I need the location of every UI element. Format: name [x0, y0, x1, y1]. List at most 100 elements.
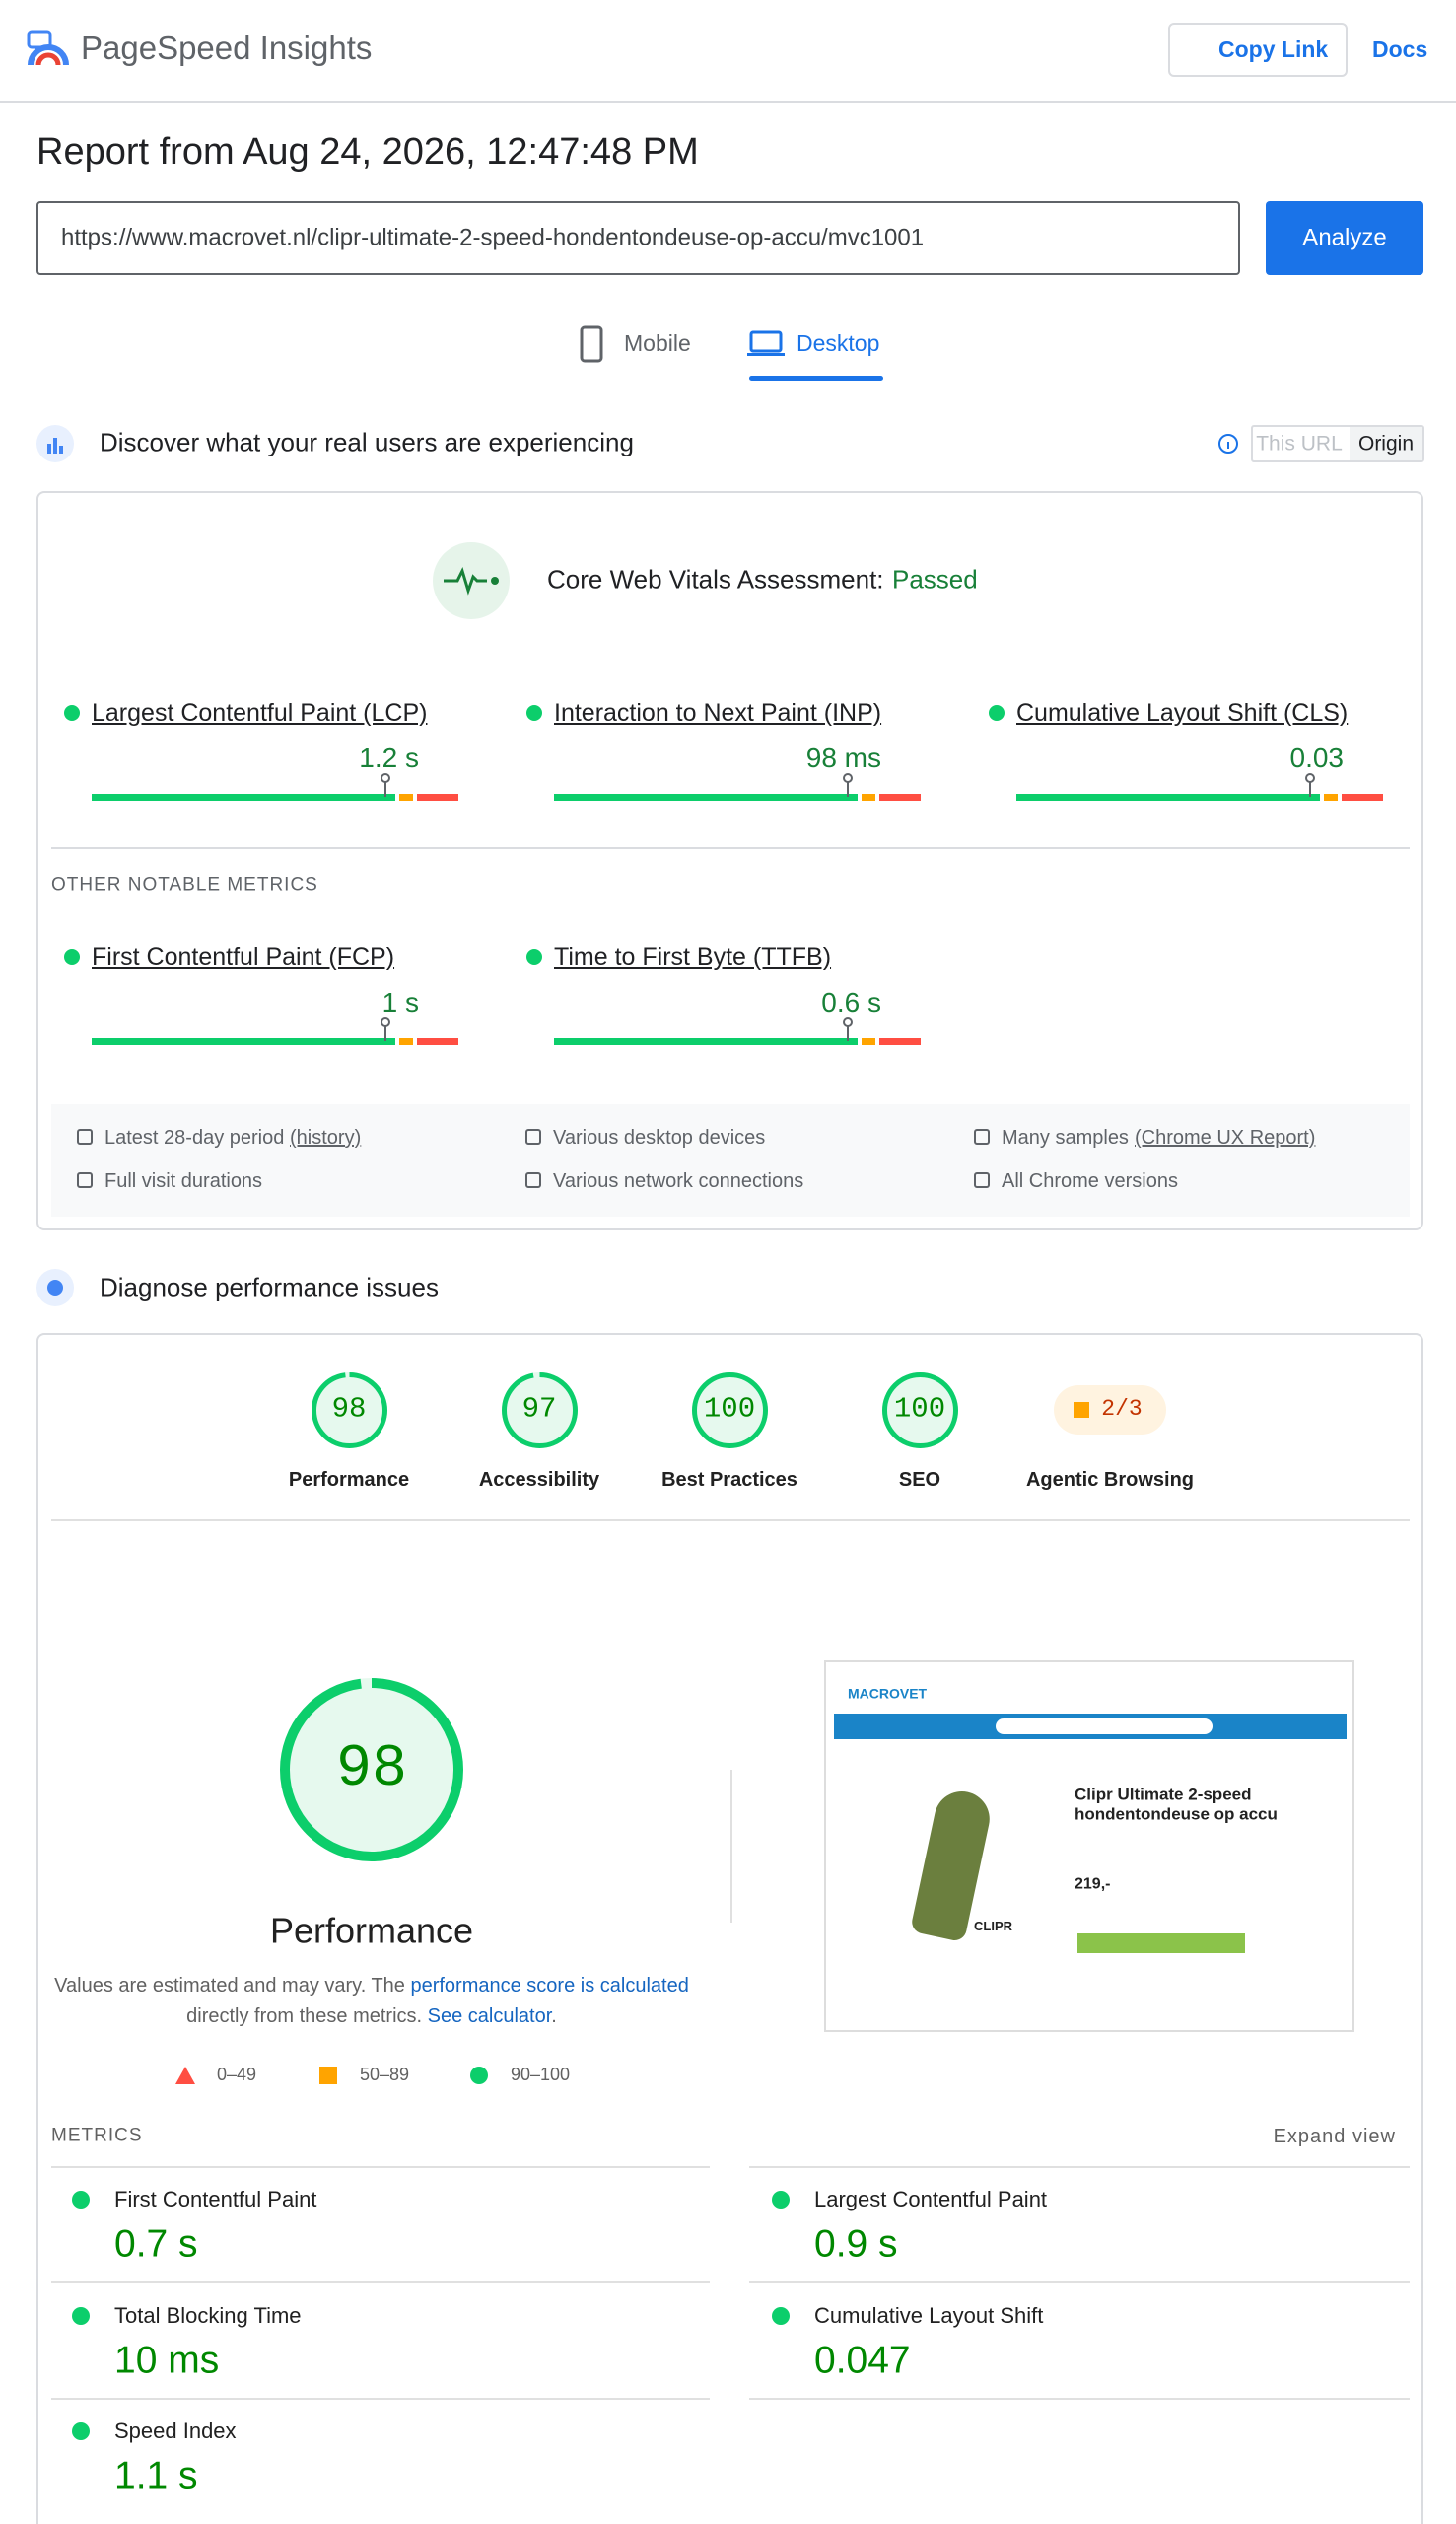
metric-name[interactable]: Cumulative Layout Shift (CLS) — [1016, 699, 1349, 727]
info-text: Many samples — [1002, 1127, 1129, 1149]
gauge — [691, 1371, 768, 1448]
category-label: Best Practices — [661, 1469, 797, 1491]
cart-button — [1077, 1933, 1245, 1953]
category-label: Accessibility — [478, 1469, 600, 1491]
performance-title: Performance — [269, 1910, 474, 1951]
metric-name[interactable]: Largest Contentful Paint (LCP) — [92, 699, 428, 727]
bar-mid — [1324, 794, 1338, 801]
note-line: directly from these metrics. See calcula… — [186, 2004, 557, 2028]
tab-underline — [749, 376, 883, 381]
bar-marker — [1309, 781, 1311, 797]
analyze-button[interactable] — [1266, 201, 1423, 275]
info-icon — [525, 1172, 541, 1188]
divider — [51, 2166, 710, 2168]
toggle-option[interactable]: This URL — [1256, 432, 1343, 456]
divider — [749, 2281, 1410, 2283]
url-text: https://www.macrovet.nl/clipr-ultimate-2… — [61, 224, 925, 251]
assessment-label: Core Web Vitals Assessment: — [547, 564, 884, 595]
metric-name: Speed Index — [114, 2418, 237, 2443]
bar-mid — [862, 794, 875, 801]
docs-link[interactable]: Docs — [1372, 36, 1428, 63]
gauge — [311, 1371, 387, 1448]
section-label: OTHER NOTABLE METRICS — [51, 875, 318, 896]
copy-link[interactable]: Copy Link — [1218, 36, 1329, 63]
logo — [27, 30, 69, 66]
metric-dot — [72, 2191, 90, 2208]
metric-dot — [72, 2306, 90, 2325]
mobile-icon — [580, 325, 603, 363]
bar-poor — [879, 1038, 921, 1045]
metric-name: Total Blocking Time — [114, 2302, 302, 2328]
metric-value: 0.03 — [1289, 742, 1345, 774]
header-divider — [0, 101, 1456, 103]
bar-marker — [847, 781, 849, 797]
url-input[interactable] — [36, 201, 1240, 275]
info-icon — [525, 1129, 541, 1145]
legend-average — [319, 2067, 337, 2084]
legend-pass — [470, 2067, 488, 2084]
divider — [730, 1770, 732, 1923]
bar-marker-dot — [843, 1017, 853, 1027]
toggle-option[interactable]: Origin — [1357, 432, 1415, 456]
info-text: Various network connections — [553, 1170, 804, 1192]
metric-dot — [526, 705, 542, 721]
analyze-label[interactable]: Analyze — [1302, 224, 1387, 251]
metric-value: 1.1 s — [114, 2454, 198, 2497]
info-text: All Chrome versions — [1002, 1170, 1178, 1192]
gauge-arc — [881, 1371, 958, 1448]
bar-marker-dot — [381, 773, 390, 783]
metric-value: 1 s — [381, 987, 419, 1018]
bar-poor — [417, 1038, 458, 1045]
metric-value: 10 ms — [114, 2339, 220, 2382]
metric-name[interactable]: First Contentful Paint (FCP) — [92, 944, 395, 971]
metrics-label: METRICS — [51, 2125, 143, 2146]
gauge-arc — [501, 1371, 578, 1448]
note-line: Values are estimated and may vary. The p… — [54, 1974, 689, 1998]
origin-selected — [1350, 427, 1422, 460]
site-search — [996, 1718, 1213, 1734]
site-brand: MACROVET — [848, 1685, 928, 1702]
category-label: SEO — [898, 1469, 941, 1491]
info-text: Various desktop devices — [553, 1127, 766, 1149]
gauge — [501, 1371, 578, 1448]
bar-good — [92, 794, 395, 801]
metric-name: Largest Contentful Paint — [814, 2186, 1048, 2211]
metric-value: 0.7 s — [114, 2222, 198, 2266]
note-text: directly from these metrics. — [186, 2005, 428, 2027]
metric-dot — [772, 2306, 790, 2325]
metric-dot — [526, 949, 542, 965]
divider — [51, 2281, 710, 2283]
tab[interactable]: Desktop — [797, 330, 880, 357]
divider — [51, 2398, 710, 2400]
cwv-icon — [433, 542, 510, 619]
bar-good — [554, 794, 858, 801]
field-icon — [36, 425, 74, 462]
info-icon — [974, 1129, 990, 1145]
info-link[interactable]: (Chrome UX Report) — [1135, 1127, 1316, 1149]
gauge-arc — [280, 1678, 463, 1861]
legend-label: 50–89 — [360, 2065, 410, 2085]
note-link[interactable]: performance score is calculated — [410, 1975, 689, 1997]
category-label: Agentic Browsing — [1025, 1469, 1195, 1491]
bar-mid — [399, 794, 413, 801]
info-box — [51, 1104, 1410, 1217]
legend-label: 90–100 — [511, 2065, 571, 2085]
metric-name[interactable]: Time to First Byte (TTFB) — [554, 944, 832, 971]
bar-mid — [862, 1038, 875, 1045]
url-origin-toggle[interactable] — [1251, 425, 1424, 462]
info-link[interactable]: (history) — [290, 1127, 362, 1149]
note-link[interactable]: See calculator — [427, 2005, 552, 2027]
metric-name[interactable]: Interaction to Next Paint (INP) — [554, 699, 882, 727]
info-icon — [974, 1172, 990, 1188]
expand-view[interactable]: Expand view — [1273, 2126, 1396, 2147]
category-label: Performance — [288, 1469, 410, 1491]
tab[interactable]: Mobile — [624, 330, 691, 357]
metric-dot — [772, 2191, 790, 2208]
copy-link-button[interactable] — [1168, 23, 1348, 77]
field-card — [36, 491, 1423, 1230]
divider — [749, 2398, 1410, 2400]
metric-dot — [64, 705, 80, 721]
bar-marker — [384, 781, 386, 797]
bar-poor — [1342, 794, 1383, 801]
info-icon[interactable] — [1217, 433, 1239, 455]
